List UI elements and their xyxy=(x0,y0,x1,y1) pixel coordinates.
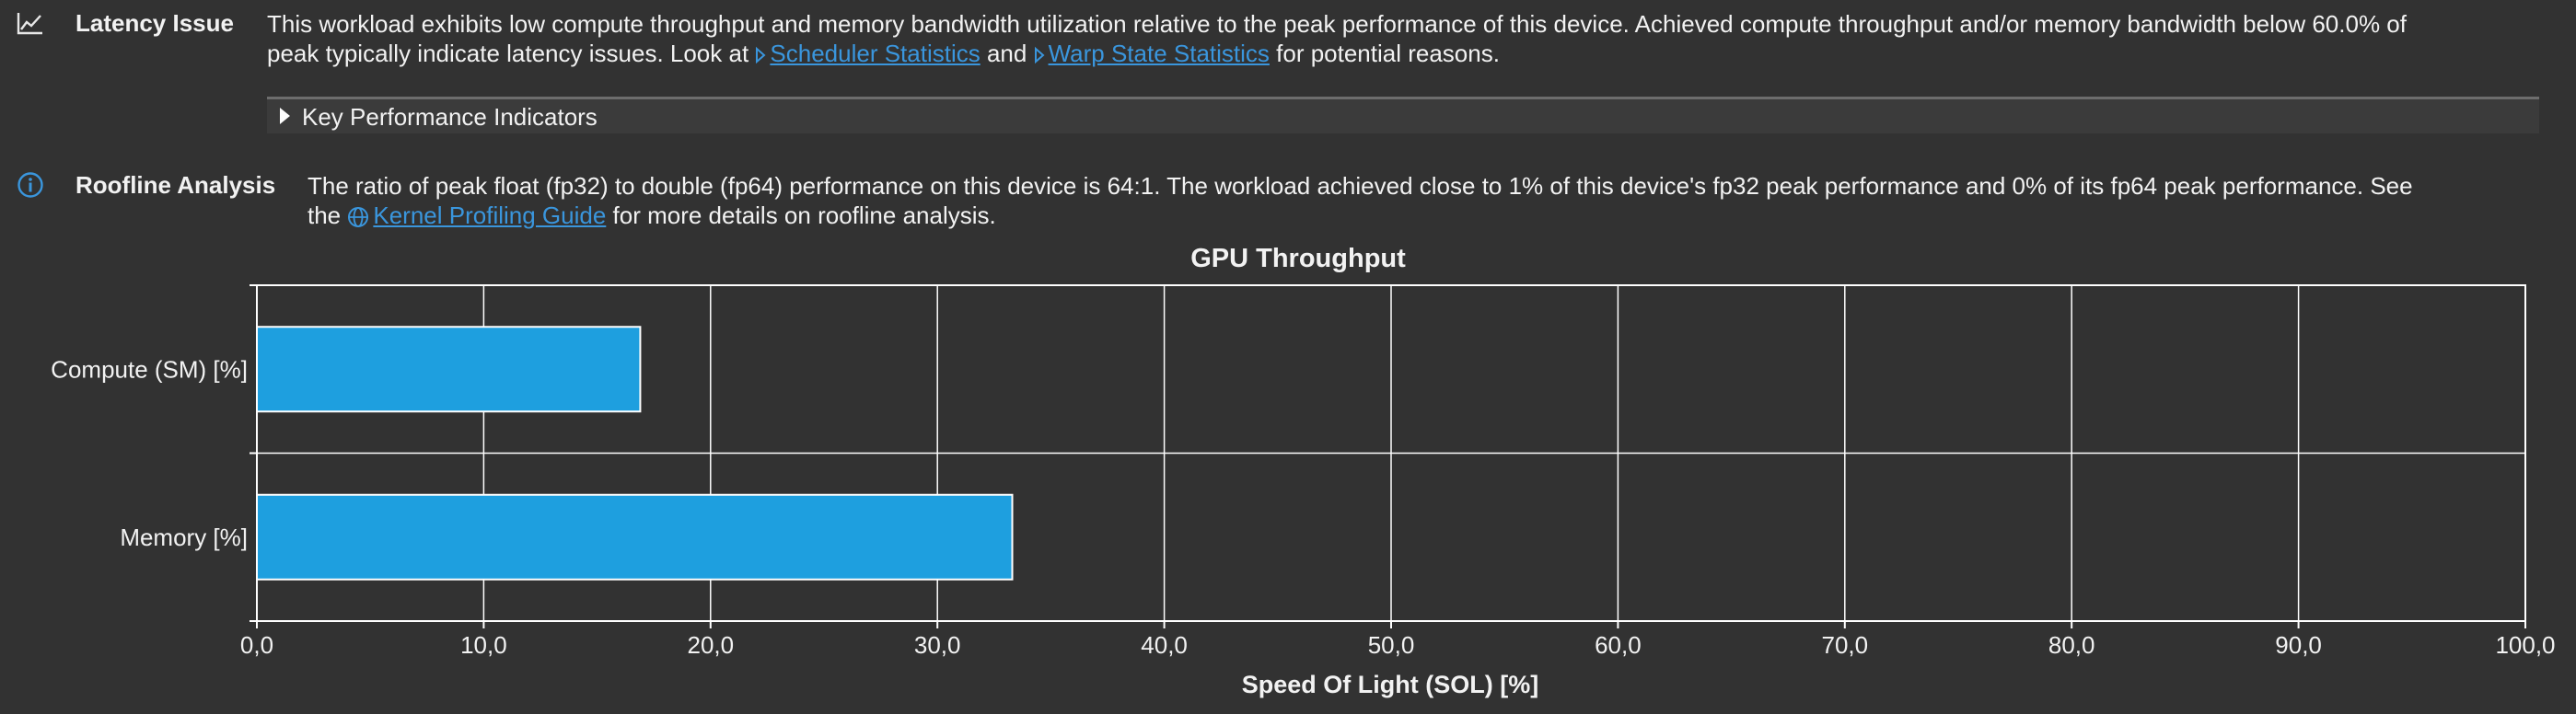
latency-line-2-prefix: peak typically indicate latency issues. … xyxy=(267,40,756,67)
latency-issue-section: Latency Issue This workload exhibits low… xyxy=(0,0,2576,138)
line-chart-icon xyxy=(17,11,44,41)
section-arrow-icon xyxy=(756,46,766,64)
x-tick-label: 10,0 xyxy=(460,631,507,659)
key-performance-indicators-toggle[interactable]: Key Performance Indicators xyxy=(267,97,2539,133)
gpu-throughput-chart: GPU Throughput Compute (SM) [%] Memory [%… xyxy=(51,244,2556,698)
globe-icon xyxy=(348,207,369,228)
x-axis-label: Speed Of Light (SOL) [%] xyxy=(1242,671,1538,698)
latency-description-line-1: This workload exhibits low compute throu… xyxy=(267,10,2407,38)
section-arrow-icon xyxy=(1034,46,1045,64)
x-tick-label: 20,0 xyxy=(687,631,734,659)
category-label: Memory [%] xyxy=(120,524,248,551)
x-tick-label: 70,0 xyxy=(1821,631,1868,659)
latency-description-line-2: peak typically indicate latency issues. … xyxy=(267,39,2550,68)
scheduler-statistics-link[interactable]: Scheduler Statistics xyxy=(755,40,981,67)
latency-and-text: and xyxy=(980,40,1034,67)
warp-state-statistics-link[interactable]: Warp State Statistics xyxy=(1034,40,1270,67)
latency-issue-heading: Latency Issue xyxy=(75,9,234,37)
chart-bars xyxy=(256,326,1014,581)
kernel-profiling-guide-label: Kernel Profiling Guide xyxy=(373,202,607,229)
category-label: Compute (SM) [%] xyxy=(51,355,248,383)
kernel-profiling-guide-link[interactable]: Kernel Profiling Guide xyxy=(347,202,606,229)
chart-title: GPU Throughput xyxy=(1190,244,1406,273)
expand-arrow-icon xyxy=(280,108,290,124)
roofline-suffix: for more details on roofline analysis. xyxy=(606,202,996,229)
roofline-description-line-2: the Kernel Profiling Guide for more deta… xyxy=(307,201,2554,230)
x-tick-label: 90,0 xyxy=(2275,631,2322,659)
key-performance-indicators-label: Key Performance Indicators xyxy=(302,103,598,131)
x-tick-label: 30,0 xyxy=(914,631,961,659)
latency-suffix: for potential reasons. xyxy=(1269,40,1500,67)
x-tick-label: 80,0 xyxy=(2048,631,2095,659)
latency-issue-description: This workload exhibits low compute throu… xyxy=(267,9,2550,68)
scheduler-statistics-label: Scheduler Statistics xyxy=(770,40,981,67)
roofline-analysis-heading: Roofline Analysis xyxy=(75,171,276,199)
roofline-analysis-section: Roofline Analysis The ratio of peak floa… xyxy=(0,166,2576,230)
x-tick-label: 0,0 xyxy=(240,631,273,659)
bar-1[interactable] xyxy=(256,493,1014,581)
x-tick-label: 60,0 xyxy=(1595,631,1642,659)
chart-tick-labels: 0,0 10,0 20,0 30,0 40,0 50,0 60,0 70,0 80,0 90,0 1… xyxy=(240,631,2556,659)
x-tick-label: 50,0 xyxy=(1368,631,1415,659)
info-icon xyxy=(17,171,44,205)
bar-0[interactable] xyxy=(256,326,642,413)
roofline-line-2-prefix: the xyxy=(307,202,348,229)
roofline-analysis-description: The ratio of peak float (fp32) to double… xyxy=(307,171,2554,230)
warp-state-statistics-label: Warp State Statistics xyxy=(1048,40,1270,67)
x-tick-label: 100,0 xyxy=(2495,631,2555,659)
x-tick-label: 40,0 xyxy=(1141,631,1188,659)
chart-category-labels: Compute (SM) [%] Memory [%] xyxy=(51,355,248,551)
roofline-description-line-1: The ratio of peak float (fp32) to double… xyxy=(307,172,2413,200)
